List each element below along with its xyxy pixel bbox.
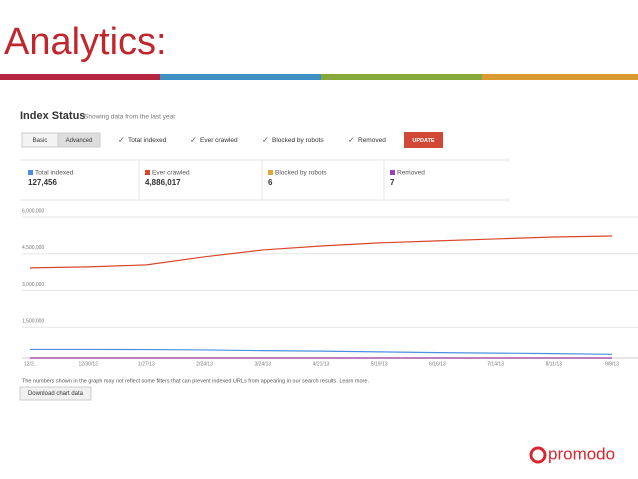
series-line	[30, 348, 613, 355]
x-tick-label: 5/19/13	[371, 361, 388, 367]
strip	[321, 74, 482, 80]
tab[interactable]	[57, 132, 101, 148]
strip	[160, 74, 321, 80]
logo-icon	[529, 446, 547, 464]
checkbox-label: Blocked by robots	[272, 137, 324, 144]
y-tick-label: 1,500,000	[22, 319, 44, 325]
update-button[interactable]	[404, 132, 443, 148]
stat-value: 6	[268, 178, 273, 187]
download-button[interactable]	[19, 386, 92, 401]
checkbox-label: Total indexed	[128, 137, 167, 144]
x-tick-label: 3/24/13	[254, 361, 271, 367]
y-tick-label: 3,000,000	[22, 282, 44, 288]
legend-label: Ever crawled	[152, 170, 190, 177]
strip	[0, 74, 160, 80]
panel-title: Index Status	[20, 110, 85, 122]
logo: promodo	[548, 444, 615, 463]
x-tick-label: 12/2...	[24, 361, 38, 367]
series-line	[29, 235, 613, 269]
stat-value: 4,886,017	[145, 178, 181, 187]
panel-subtitle: Showing data from the last year	[84, 114, 176, 121]
download-label: Download chart data	[28, 391, 84, 397]
y-tick-label: 4,500,000	[22, 245, 44, 251]
checkbox-label: Ever crawled	[200, 137, 238, 144]
legend-swatch	[28, 170, 33, 175]
checkbox-label: Removed	[358, 137, 386, 144]
update-label: UPDATE	[412, 138, 435, 144]
stat-value: 127,456	[28, 178, 57, 187]
legend-label: Total indexed	[35, 170, 74, 177]
strip	[482, 74, 638, 80]
x-tick-label: 8/11/13	[546, 361, 563, 367]
stat-value: 7	[390, 178, 395, 187]
legend-swatch	[268, 170, 273, 175]
x-tick-label: 2/24/13	[196, 361, 213, 367]
checkmark: ✓	[118, 136, 125, 145]
legend-label: Blocked by robots	[275, 170, 327, 177]
x-tick-label: 1/27/13	[138, 361, 155, 367]
checkmark: ✓	[262, 136, 269, 145]
footer-note: The numbers shown in the graph may not r…	[22, 378, 369, 384]
y-tick-label: 6,000,000	[22, 208, 44, 214]
x-tick-label: 12/30/12	[78, 361, 98, 367]
x-tick-label: 9/8/13	[605, 361, 619, 367]
legend-label: Removed	[397, 170, 425, 177]
legend-swatch	[390, 170, 395, 175]
slide-title: Analytics:	[4, 21, 167, 63]
checkmark: ✓	[190, 136, 197, 145]
x-tick-label: 6/16/13	[429, 361, 446, 367]
x-tick-label: 4/21/13	[313, 361, 330, 367]
legend-swatch	[145, 170, 150, 175]
tab-label: Advanced	[66, 138, 93, 144]
checkmark: ✓	[348, 136, 355, 145]
x-tick-label: 7/14/13	[487, 361, 504, 367]
tab-label: Basic	[33, 138, 48, 144]
